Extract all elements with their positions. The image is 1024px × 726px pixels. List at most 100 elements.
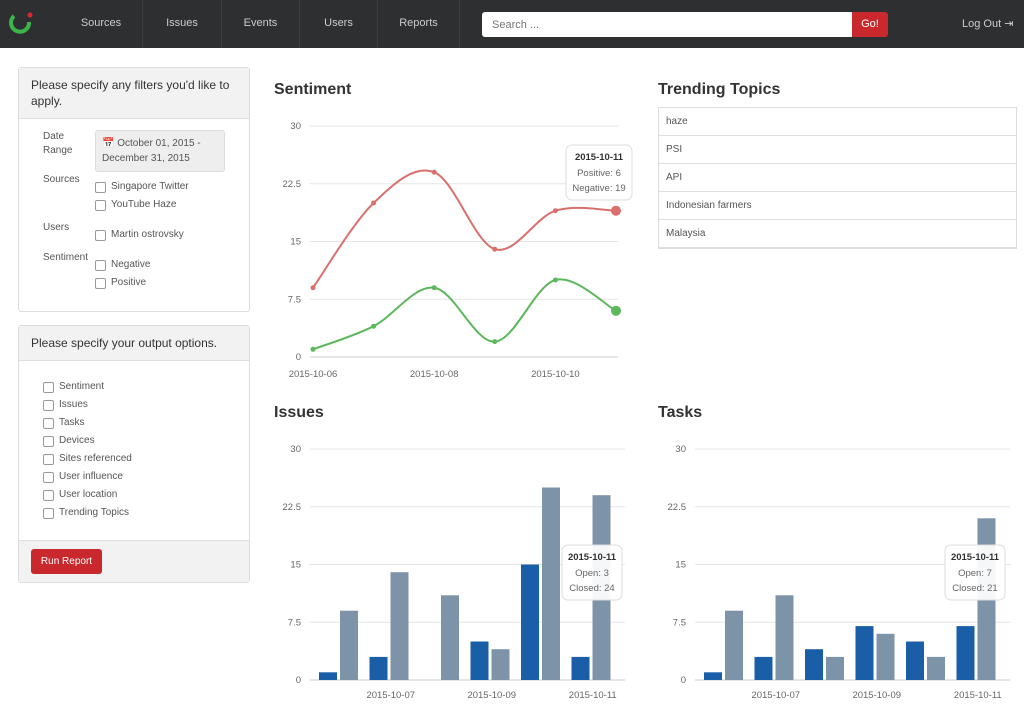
filter-label: Sources (43, 174, 80, 185)
bar (826, 656, 844, 680)
point (431, 285, 437, 291)
output-panel: Please specify your output options. Sent… (18, 325, 250, 583)
bar (390, 572, 409, 680)
run-report-button[interactable]: Run Report (31, 549, 102, 574)
checkbox[interactable]: Sentiment (43, 381, 104, 393)
y-tick-label: 7.5 (288, 617, 301, 628)
nav-item[interactable]: Sources (60, 0, 143, 48)
nav-item[interactable]: Issues (143, 0, 222, 48)
y-tick-label: 0 (296, 352, 301, 363)
bar (470, 641, 489, 680)
tooltip-line: Closed: 24 (569, 583, 614, 594)
tooltip-title: 2015-10-11 (568, 552, 617, 563)
bar (956, 626, 975, 680)
y-tick-label: 7.5 (288, 294, 301, 305)
bar (369, 656, 388, 680)
bar (805, 649, 823, 680)
tooltip (561, 544, 623, 601)
bar (754, 656, 773, 680)
chart-title: Tasks (658, 404, 703, 421)
point (310, 346, 316, 352)
nav-item[interactable]: Reports (378, 0, 460, 48)
bar (855, 626, 874, 680)
panel-title: Please specify your output options. (19, 326, 249, 361)
topic-item[interactable]: PSI (659, 136, 1016, 164)
checkbox[interactable]: Devices (43, 435, 95, 447)
point (552, 277, 558, 283)
checkbox[interactable]: Negative (95, 259, 150, 271)
x-tick-label: 2015-10-11 (569, 690, 617, 701)
filter-label: Users (43, 222, 70, 233)
checkbox[interactable]: Martin ostrovsky (95, 229, 184, 241)
checkbox[interactable]: Tasks (43, 417, 85, 429)
bar (927, 656, 945, 680)
search-button[interactable]: Go! (852, 12, 888, 37)
tooltip-line: Open: 3 (575, 568, 609, 579)
x-tick-label: 2015-10-09 (467, 690, 516, 701)
tooltip (565, 144, 633, 201)
chart-title: Sentiment (274, 81, 352, 98)
line (312, 169, 617, 289)
checkbox[interactable]: Trending Topics (43, 507, 129, 519)
date-picker[interactable]: 📅 October 01, 2015 - December 31, 2015 (95, 130, 225, 172)
checkbox[interactable]: User location (43, 489, 117, 501)
checkbox[interactable]: YouTube Haze (95, 199, 176, 211)
bar (977, 518, 996, 680)
line (312, 278, 617, 351)
bar (542, 487, 560, 680)
topic-list: haze PSI API Indonesian farmers Malaysia (658, 107, 1017, 249)
y-tick-label: 15 (675, 560, 686, 571)
bar (319, 672, 337, 680)
checkbox[interactable]: Issues (43, 399, 88, 411)
tooltip-line: Positive: 6 (577, 168, 621, 179)
y-tick-label: 22.5 (283, 179, 302, 190)
nav-item[interactable]: Events (222, 0, 300, 48)
logout[interactable]: Log Out ⇥ (962, 18, 1014, 30)
point (552, 208, 558, 214)
tooltip-line: Closed: 21 (952, 583, 997, 594)
checkbox[interactable]: Positive (95, 277, 146, 289)
x-tick-label: 2015-10-07 (751, 690, 800, 701)
bar (876, 633, 895, 680)
y-tick-label: 22.5 (668, 502, 687, 513)
bar (725, 610, 743, 680)
topic-item[interactable]: API (659, 164, 1016, 192)
point (431, 169, 437, 175)
topic-item[interactable]: haze (659, 108, 1016, 136)
topic-item[interactable]: Malaysia (659, 220, 1016, 248)
checkbox[interactable]: User influence (43, 471, 123, 483)
logo (9, 12, 33, 34)
point (371, 200, 377, 206)
x-tick-label: 2015-10-07 (366, 690, 415, 701)
x-tick-label: 2015-10-09 (852, 690, 901, 701)
point (611, 305, 621, 316)
y-tick-label: 0 (296, 675, 301, 686)
search-input[interactable] (482, 12, 852, 37)
topic-item[interactable]: Indonesian farmers (659, 192, 1016, 220)
tooltip-title: 2015-10-11 (575, 152, 624, 163)
y-tick-label: 22.5 (283, 502, 302, 513)
x-tick-label: 2015-10-08 (410, 369, 459, 380)
panel-title: Trending Topics (658, 81, 781, 98)
y-tick-label: 15 (290, 560, 301, 571)
chart-title: Issues (274, 404, 324, 421)
bar (704, 672, 722, 680)
checkbox[interactable]: Sites referenced (43, 453, 132, 465)
point (492, 339, 498, 345)
y-tick-label: 0 (681, 675, 686, 686)
y-tick-label: 30 (675, 444, 686, 455)
x-tick-label: 2015-10-10 (531, 369, 580, 380)
checkbox[interactable]: Singapore Twitter (95, 181, 189, 193)
bar (906, 641, 924, 680)
nav-item[interactable]: Users (300, 0, 378, 48)
tooltip-line: Open: 7 (958, 568, 992, 579)
filters-panel: Please specify any filters you'd like to… (18, 67, 250, 312)
bar (491, 649, 510, 680)
y-tick-label: 7.5 (673, 617, 686, 628)
bar (340, 610, 358, 680)
filter-label: Sentiment (43, 252, 89, 263)
date-value: October 01, 2015 - December 31, 2015 (102, 138, 201, 164)
bar (521, 564, 539, 680)
